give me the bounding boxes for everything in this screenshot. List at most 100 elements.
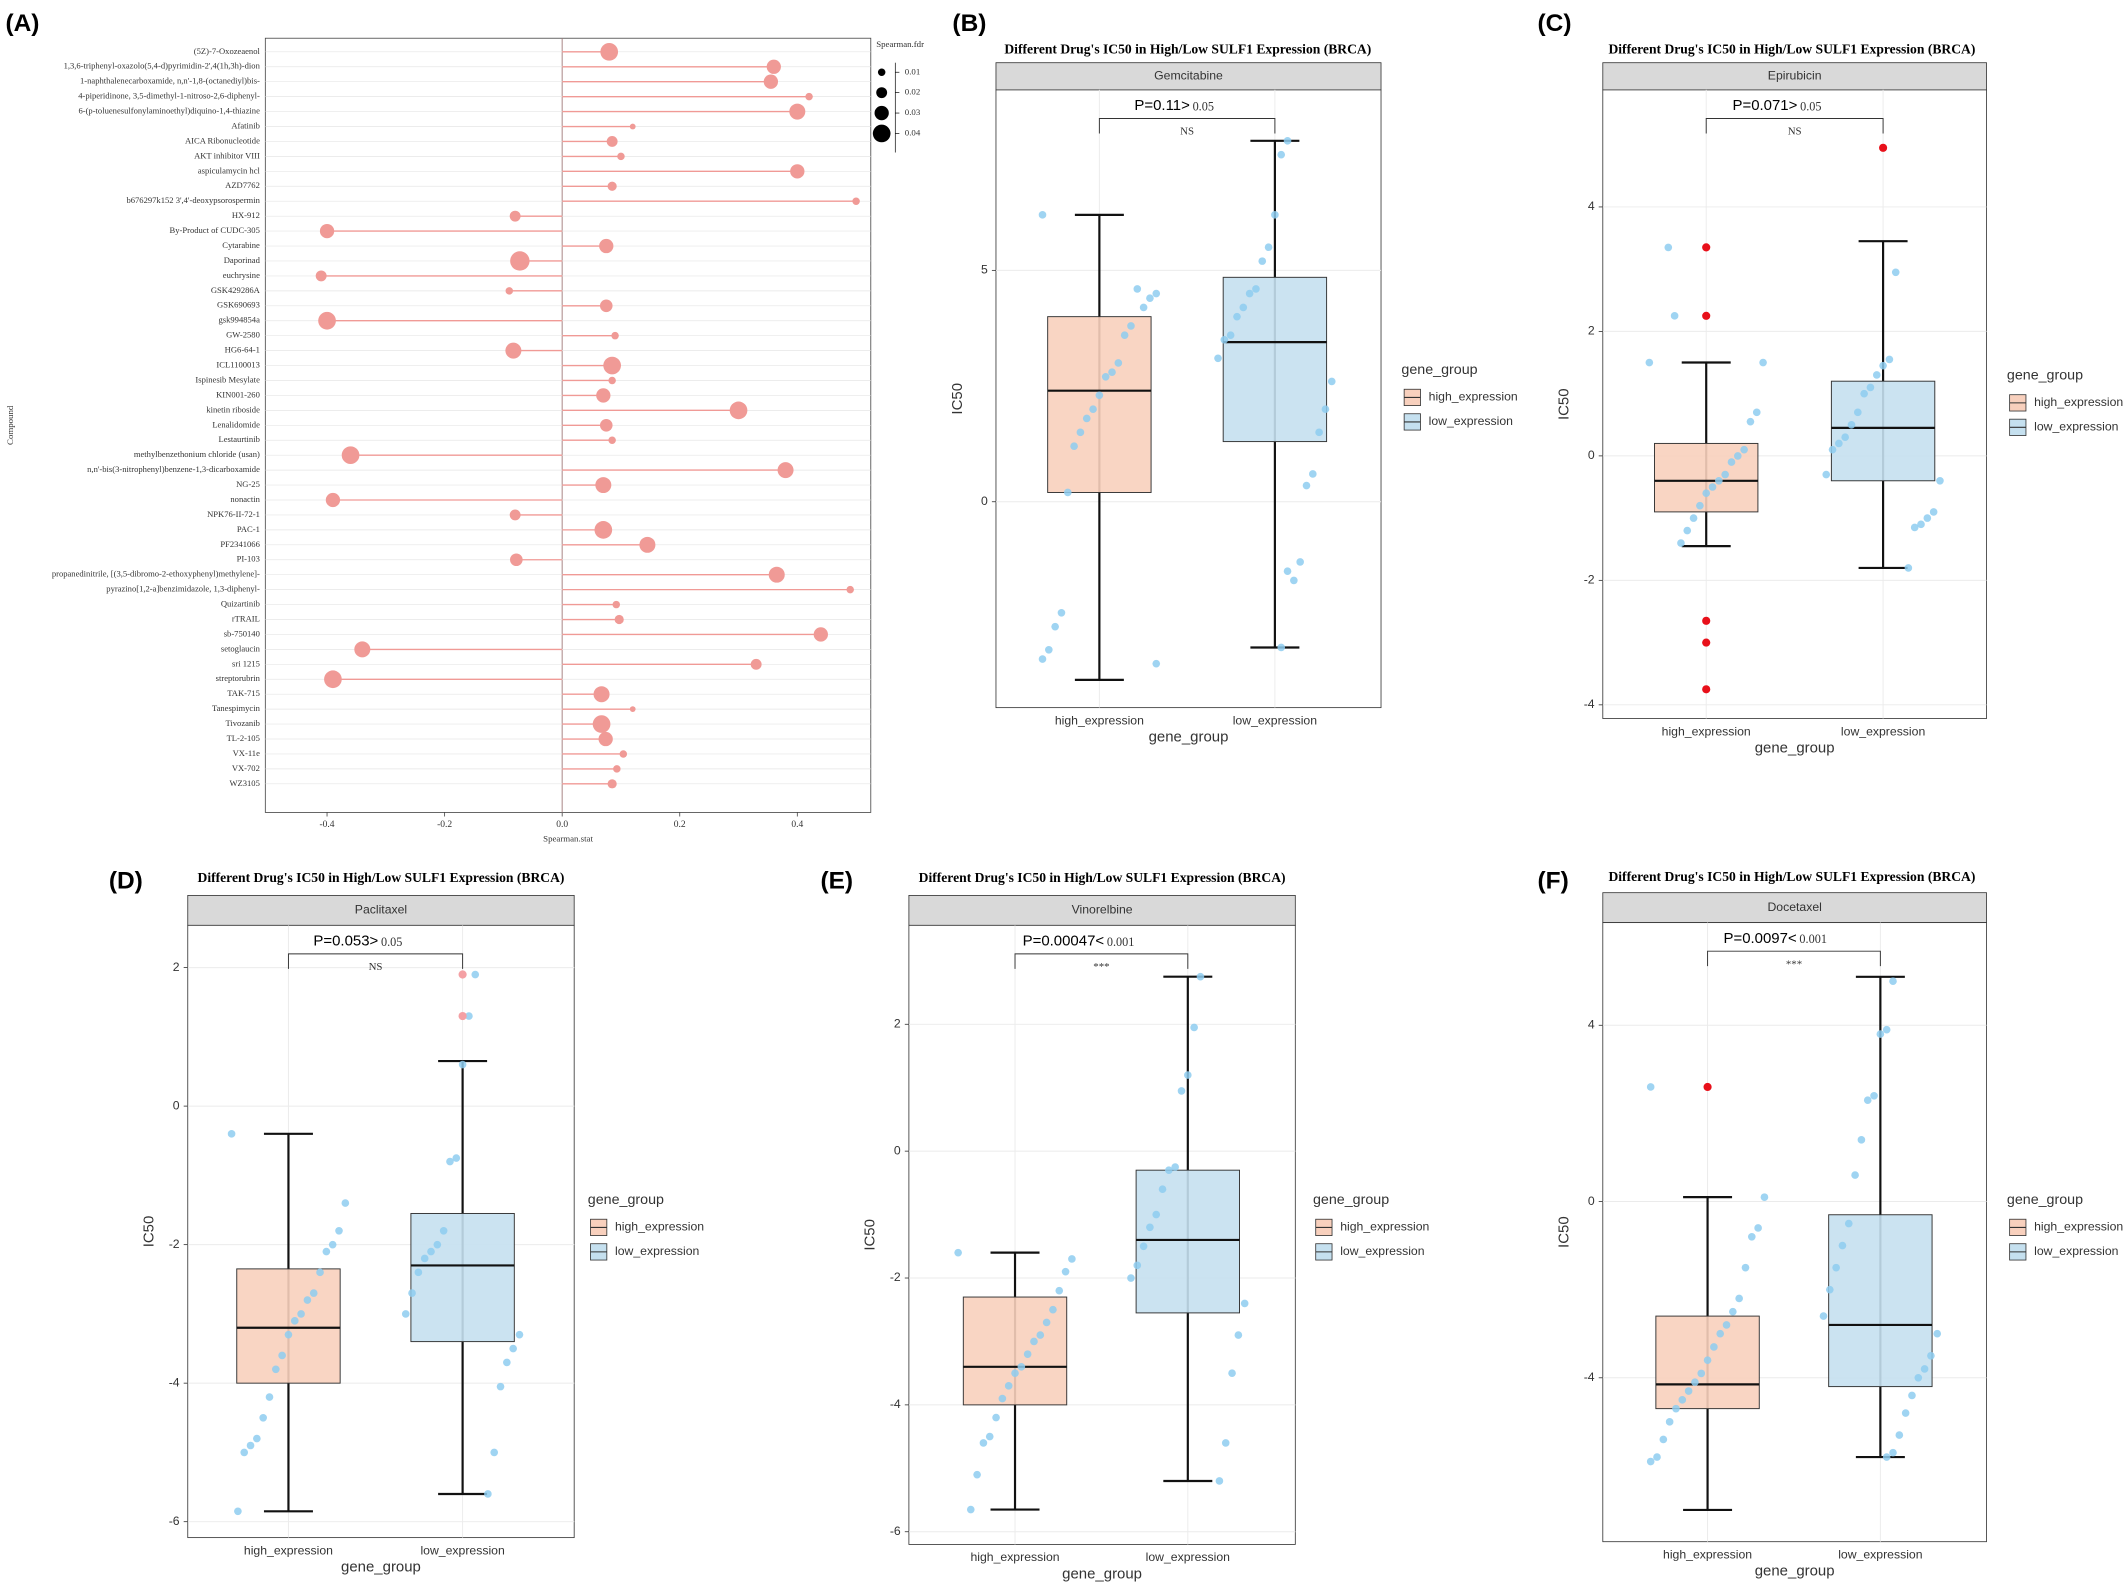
y-tick-label: TL-2-105 — [227, 733, 260, 743]
point — [1716, 1329, 1725, 1338]
point — [1646, 1083, 1655, 1091]
dot — [611, 331, 619, 340]
y-tick-label: 4-piperidinone, 3,5-dimethyl-1-nitroso-2… — [78, 91, 260, 101]
x-axis-label: gene_group — [1062, 1565, 1142, 1582]
facet-strip — [1602, 62, 1987, 91]
point — [1691, 1378, 1699, 1387]
significance-label: *** — [1093, 961, 1109, 973]
point — [1708, 483, 1717, 491]
point — [1017, 1363, 1026, 1371]
point — [458, 1060, 467, 1069]
point — [1152, 1210, 1161, 1219]
dot — [598, 731, 613, 747]
point — [954, 1248, 962, 1257]
y-tick-label: 1,3,6-triphenyl-oxazolo(5,4-d)pyrimidin-… — [64, 61, 261, 71]
y-tick-label: nonactin — [230, 494, 260, 504]
point — [1245, 289, 1254, 298]
point — [1171, 1163, 1179, 1171]
y-tick-label: Lenalidomide — [212, 419, 260, 429]
point — [1872, 371, 1881, 379]
size-key — [874, 105, 889, 121]
y-tick-label: 4 — [1588, 199, 1595, 213]
panel-letter: (C) — [1537, 10, 1571, 37]
x-tick-label: 0.4 — [791, 820, 803, 830]
y-tick-label: 0 — [981, 494, 988, 508]
point — [408, 1289, 416, 1297]
plot-frame — [187, 924, 575, 1539]
point — [1011, 1369, 1019, 1377]
point — [303, 1296, 312, 1304]
point — [992, 1413, 1000, 1422]
box — [1830, 380, 1936, 482]
point — [322, 1247, 331, 1256]
dot — [599, 419, 613, 432]
point — [1670, 312, 1679, 320]
point — [420, 1254, 429, 1263]
point — [433, 1240, 442, 1249]
dot — [608, 376, 616, 385]
y-tick-label: AICA Ribonucleotide — [185, 135, 260, 145]
point — [1936, 476, 1944, 485]
size-key — [872, 124, 891, 143]
point — [240, 1448, 249, 1457]
legend-label: low_expression — [2034, 420, 2119, 434]
point — [1696, 501, 1704, 510]
y-tick-label: NPK76-II-72-1 — [207, 509, 260, 519]
point — [1184, 1071, 1192, 1079]
y-tick-label: KIN001-260 — [216, 389, 260, 399]
point — [1120, 331, 1129, 339]
point — [1226, 331, 1235, 339]
point — [509, 1344, 517, 1353]
box — [1135, 1169, 1240, 1314]
outlier — [1702, 616, 1711, 625]
y-tick-label: Quizartinib — [221, 599, 260, 609]
point — [1139, 303, 1148, 312]
dot — [790, 164, 805, 179]
dot — [596, 388, 611, 403]
point — [234, 1507, 242, 1516]
y-tick-label: euchrysine — [223, 270, 260, 280]
significance-label: NS — [1180, 126, 1194, 138]
dot — [805, 92, 813, 101]
point — [1139, 1242, 1148, 1251]
legend-title: gene_group — [2007, 1192, 2083, 1208]
point — [1722, 1321, 1731, 1329]
chart-title: Different Drug's IC50 in High/Low SULF1 … — [919, 870, 1286, 886]
point — [297, 1310, 305, 1318]
y-tick-label: methylbenzethonium chloride (usan) — [134, 449, 260, 459]
point — [1023, 1350, 1032, 1358]
point — [1929, 508, 1938, 516]
point — [1933, 1329, 1942, 1338]
point — [452, 1154, 461, 1162]
point — [1038, 655, 1047, 663]
y-tick-label: By-Product of CUDC-305 — [169, 225, 259, 235]
outlier — [1702, 243, 1711, 252]
outlier — [1702, 311, 1711, 320]
point — [1870, 1091, 1878, 1100]
y-tick-label: 0 — [894, 1143, 901, 1157]
y-tick-label: 4 — [1588, 1018, 1595, 1032]
point — [1045, 645, 1053, 654]
point — [1759, 358, 1767, 367]
outlier — [1702, 685, 1711, 694]
point — [1835, 439, 1843, 448]
point — [1822, 470, 1831, 479]
dot — [595, 477, 612, 494]
y-tick-label: 2 — [173, 960, 180, 974]
x-tick-label: -0.2 — [437, 820, 452, 830]
panel-letter: (A) — [5, 10, 39, 37]
point — [1177, 1087, 1186, 1095]
point — [1196, 972, 1205, 981]
dot — [324, 670, 342, 689]
point — [1741, 1263, 1750, 1272]
point — [1055, 1286, 1064, 1295]
point — [1146, 1223, 1154, 1232]
y-tick-label: (5Z)-7-Oxozeaenol — [194, 46, 261, 56]
p-threshold: 0.001 — [1799, 932, 1827, 946]
point — [1133, 1261, 1142, 1270]
dot — [510, 553, 523, 567]
point — [1290, 576, 1298, 585]
point — [316, 1268, 324, 1277]
y-tick-label: -2 — [169, 1237, 180, 1251]
dot — [318, 311, 336, 330]
